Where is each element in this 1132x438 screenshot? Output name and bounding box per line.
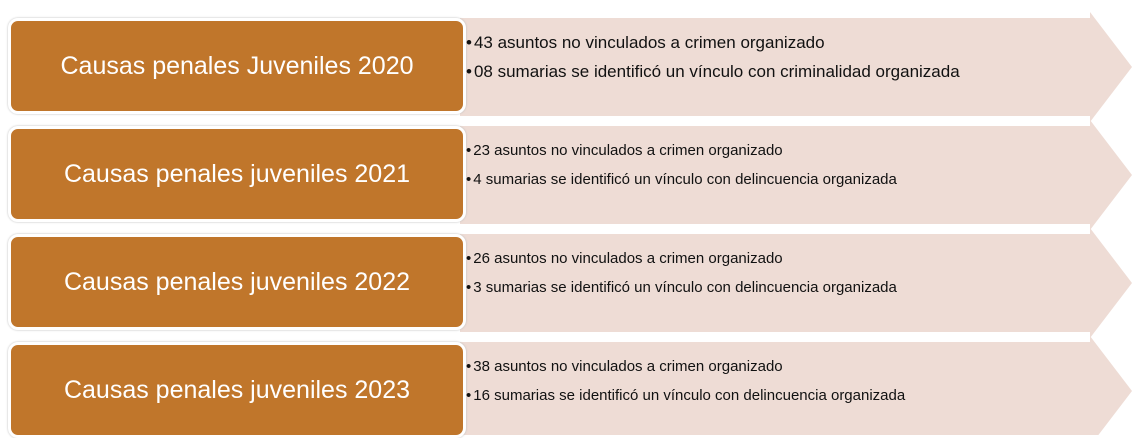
bullet: 43 asuntos no vinculados a crimen organi… (466, 30, 825, 55)
bullet: 38 asuntos no vinculados a crimen organi… (466, 354, 782, 379)
bullet: 3 sumarias se identificó un vínculo con … (466, 275, 897, 300)
bullet: 4 sumarias se identificó un vínculo con … (466, 167, 897, 192)
row-label: Causas penales juveniles 2023 (8, 342, 466, 438)
row-label: Causas penales juveniles 2021 (8, 126, 466, 222)
row-label: Causas penales Juveniles 2020 (8, 18, 466, 114)
row-label: Causas penales juveniles 2022 (8, 234, 466, 330)
bullet: 23 asuntos no vinculados a crimen organi… (466, 138, 782, 163)
bullet: 26 asuntos no vinculados a crimen organi… (466, 246, 782, 271)
bullet: 16 sumarias se identificó un vínculo con… (466, 383, 905, 408)
bullet: 08 sumarias se identificó un vínculo con… (466, 59, 960, 84)
